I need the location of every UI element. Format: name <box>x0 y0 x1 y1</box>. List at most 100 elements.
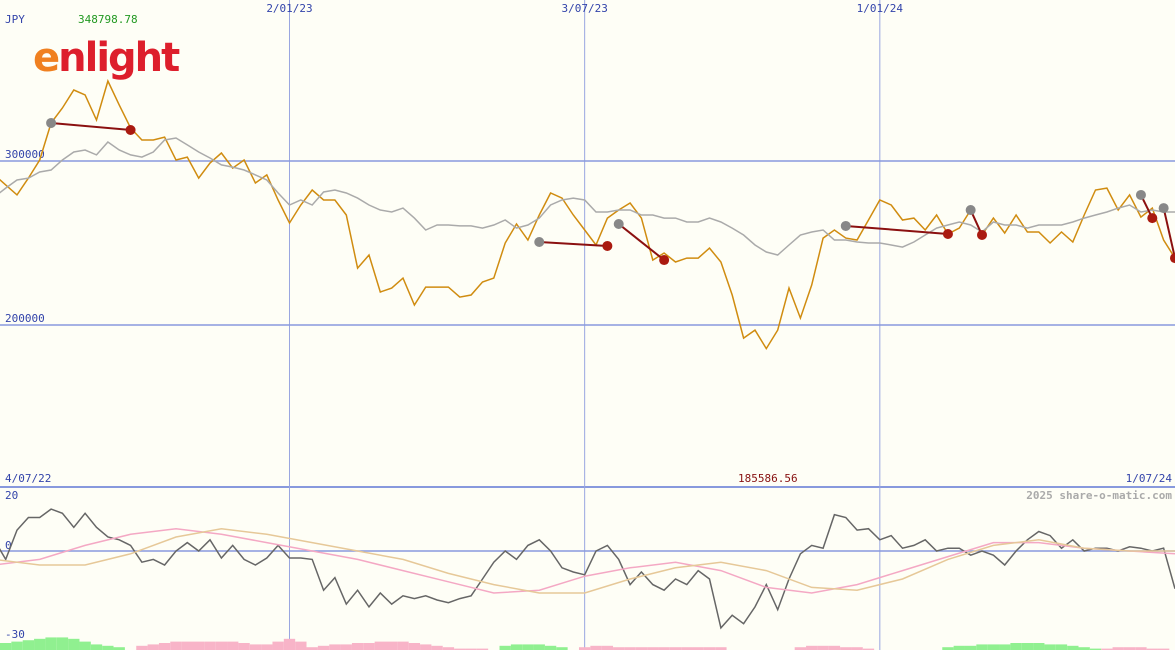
histogram-bar <box>964 645 977 650</box>
histogram-bar <box>1157 648 1170 650</box>
histogram-bar <box>715 647 727 650</box>
divergence-start <box>46 117 57 128</box>
histogram-bar <box>170 641 182 650</box>
histogram-bar <box>533 644 545 650</box>
histogram-bar <box>476 648 489 650</box>
histogram-bar <box>363 643 375 650</box>
histogram-bar <box>590 645 602 650</box>
histogram-bar <box>283 638 296 650</box>
histogram-bar <box>374 641 386 650</box>
divergence-line <box>1162 207 1175 259</box>
histogram-bar <box>1010 643 1022 650</box>
histogram-bar <box>1021 643 1034 650</box>
histogram-bar <box>1033 643 1045 650</box>
histogram-bar <box>204 641 216 650</box>
divergence-start <box>840 220 851 231</box>
histogram-bar <box>11 641 23 650</box>
histogram-bar <box>635 647 648 650</box>
histogram-bar <box>147 644 159 650</box>
histogram-bar <box>681 647 693 650</box>
histogram-bar <box>227 641 239 650</box>
histogram-bar <box>102 645 114 650</box>
histogram-bar <box>987 644 1000 650</box>
histogram-bar <box>624 647 636 650</box>
divergence-start <box>1135 189 1146 200</box>
y-tick-label: 0 <box>5 539 12 552</box>
credit: 2025 share-o-matic.com <box>1026 489 1172 502</box>
divergence-end <box>1147 213 1158 224</box>
divergence-start <box>1158 203 1169 214</box>
divergence-start <box>534 237 545 248</box>
divergence-end <box>942 228 953 239</box>
histogram-bar <box>158 643 171 650</box>
histogram-bar <box>862 648 875 650</box>
series-line <box>0 508 1175 630</box>
y-tick-label: 200000 <box>5 312 45 325</box>
histogram-bar <box>442 647 455 650</box>
histogram-bar <box>45 637 57 650</box>
divergence-end <box>602 240 613 251</box>
max-label: 348798.78 <box>78 13 138 26</box>
divergence-line <box>845 224 949 235</box>
histogram-bar <box>329 644 341 650</box>
histogram-bar <box>408 643 421 650</box>
histogram-bar <box>1055 644 1068 650</box>
histogram-bar <box>1101 648 1113 650</box>
y-tick-label: 300000 <box>5 148 45 161</box>
histogram-bar <box>192 641 205 650</box>
histogram-bar <box>56 637 69 650</box>
histogram-bar <box>953 645 965 650</box>
histogram-bar <box>215 641 228 650</box>
histogram-bar <box>613 647 625 650</box>
divergence-end <box>1170 253 1175 264</box>
min-label: 185586.56 <box>738 472 798 485</box>
histogram-bar <box>544 645 557 650</box>
divergence-line <box>539 241 608 247</box>
x-end-label: 1/07/24 <box>1126 472 1173 485</box>
histogram-bar <box>999 644 1011 650</box>
series-line <box>0 527 1175 594</box>
histogram-bar <box>385 641 398 650</box>
histogram-bar <box>522 644 534 650</box>
histogram-bar <box>238 643 250 650</box>
series-line <box>0 137 1175 256</box>
divergence-end <box>659 255 670 266</box>
histogram-bar <box>420 644 432 650</box>
logo-e: e <box>33 35 59 81</box>
histogram-bar <box>90 644 103 650</box>
histogram-bar <box>351 643 364 650</box>
x-start-label: 4/07/22 <box>5 472 51 485</box>
histogram-bar <box>340 644 352 650</box>
histogram-bar <box>1135 647 1147 650</box>
histogram-bar <box>976 644 988 650</box>
histogram-bar <box>703 647 716 650</box>
histogram-bar <box>136 645 148 650</box>
x-tick-label: 2/01/23 <box>266 2 312 15</box>
y-tick-label: -30 <box>5 628 25 641</box>
histogram-bar <box>692 647 704 650</box>
histogram-bar <box>0 643 12 650</box>
histogram-bar <box>942 647 954 650</box>
histogram-bar <box>1044 644 1056 650</box>
histogram-bar <box>181 641 193 650</box>
histogram-bar <box>465 648 477 650</box>
histogram-bar <box>806 645 818 650</box>
histogram-bar <box>658 647 670 650</box>
histogram-bar <box>851 647 863 650</box>
histogram-bar <box>22 640 35 650</box>
currency: JPY <box>5 13 25 26</box>
x-tick-label: 1/01/24 <box>857 2 904 15</box>
histogram-bar <box>317 645 330 650</box>
divergence-line <box>618 223 665 261</box>
divergence-start <box>965 205 976 216</box>
histogram-bar <box>510 644 523 650</box>
histogram-bar <box>261 644 273 650</box>
histogram-bar <box>794 647 807 650</box>
histogram-bar <box>578 647 591 650</box>
histogram-bar <box>556 647 568 650</box>
x-tick-label: 3/07/23 <box>561 2 607 15</box>
series-line <box>0 527 1175 594</box>
histogram-bar <box>669 647 682 650</box>
histogram-bar <box>431 645 443 650</box>
